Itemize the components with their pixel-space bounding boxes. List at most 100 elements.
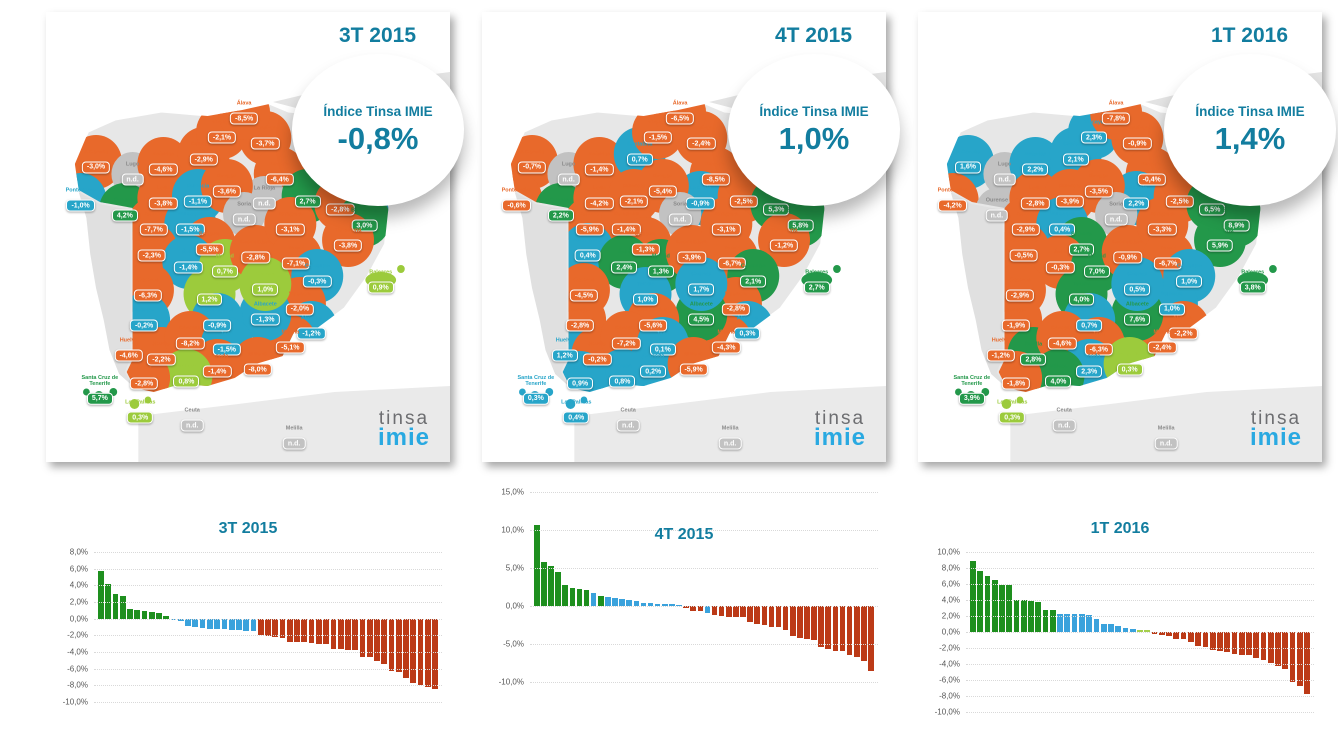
- province-name: Salamanca: [1009, 237, 1039, 244]
- bar-slot: [1049, 552, 1056, 712]
- province-name: Albacete: [689, 301, 713, 308]
- province-name: Almería: [1119, 351, 1140, 358]
- bar-slot: [977, 552, 984, 712]
- province-pill: Asturias -1,4%: [585, 152, 614, 176]
- province-value: 0,9%: [367, 281, 394, 294]
- province-name: Sevilla: [1024, 341, 1043, 348]
- province-pill: Zaragoza -3,1%: [276, 212, 305, 236]
- province-pill: Asturias 2,2%: [1022, 152, 1049, 176]
- bar: [1260, 632, 1267, 660]
- province-pill: Zamora -7,7%: [139, 212, 168, 236]
- bar: [1057, 613, 1063, 632]
- bar: [1202, 632, 1209, 648]
- bar: [999, 584, 1005, 632]
- bar: [640, 602, 647, 606]
- province-value: -2,5%: [1165, 195, 1194, 208]
- bar-slot: [690, 492, 697, 682]
- province-name: Cádiz: [572, 365, 588, 372]
- gridline: [966, 648, 1314, 649]
- province-value: 2,7%: [1068, 243, 1095, 256]
- province-pill: Lugo n.d.: [993, 162, 1016, 186]
- province-value: 0,3%: [127, 411, 154, 424]
- bar: [811, 606, 817, 641]
- bar-slot: [605, 492, 611, 682]
- bar: [1086, 615, 1093, 632]
- bar: [733, 606, 739, 617]
- province-name: Huesca: [297, 183, 318, 190]
- bar-slot: [797, 492, 803, 682]
- province-name: Baleares: [805, 269, 829, 276]
- province-name: Soria: [237, 201, 252, 208]
- bar-slot: [612, 492, 618, 682]
- bar-slot: [294, 552, 300, 702]
- bar: [1158, 632, 1165, 636]
- province-value: 1,2%: [196, 293, 223, 306]
- bar-slot: [775, 492, 782, 682]
- province-name: Valladolid: [1049, 211, 1076, 218]
- province-name: Jaén: [220, 331, 234, 338]
- province-pill: Ávila -0,3%: [1046, 250, 1075, 274]
- bar-slot: [733, 492, 739, 682]
- province-value: 0,1%: [649, 343, 676, 356]
- province-pill: Cuenca 0,5%: [1124, 272, 1151, 296]
- bar-slot: [548, 492, 554, 682]
- province-value: 1,0%: [1158, 303, 1185, 316]
- bar: [626, 599, 633, 606]
- bar-slot: [711, 492, 718, 682]
- bar: [1129, 628, 1136, 632]
- province-name: Burgos: [217, 173, 237, 180]
- bar: [148, 612, 155, 619]
- province-pill: Salamanca 0,4%: [573, 238, 602, 262]
- bar-slot: [1042, 552, 1049, 712]
- map-quarter-title: 3T 2015: [338, 24, 416, 47]
- bar-slot: [1093, 552, 1100, 712]
- province-name: Murcia: [281, 329, 300, 336]
- province-name: Las Palmas: [997, 399, 1028, 406]
- province-pill: Badajoz -2,8%: [565, 308, 595, 332]
- bar-slot: [839, 492, 846, 682]
- province-value: -7,8%: [1101, 112, 1131, 125]
- bar: [1267, 632, 1274, 664]
- bar: [1246, 632, 1252, 656]
- bar: [221, 618, 228, 630]
- province-name: Ourense: [985, 197, 1009, 204]
- province-value: -3,0%: [81, 161, 111, 174]
- province-pill: Pontevedra -4,2%: [938, 188, 968, 212]
- gridline: [94, 702, 442, 703]
- province-pill: Ciudad Real 0,7%: [1073, 308, 1105, 332]
- province-pill: Cantabria -2,9%: [189, 142, 218, 166]
- bar: [345, 618, 351, 651]
- bar: [1064, 613, 1071, 632]
- province-name: Palencia: [622, 183, 646, 190]
- bar-slot: [832, 492, 839, 682]
- gridline: [966, 600, 1314, 601]
- index-label: Índice Tinsa IMIE: [759, 103, 869, 119]
- province-pill: Baleares 3,8%: [1239, 270, 1266, 294]
- province-pill: Lleida-2,8%: [326, 192, 355, 216]
- bar: [1137, 629, 1143, 632]
- logo-imie-text: imie: [377, 424, 430, 451]
- bar-slot: [818, 492, 824, 682]
- province-name: Guipúzcoa: [687, 125, 716, 132]
- y-axis-tick-label: 10,0%: [501, 525, 524, 535]
- bar-slot: [1246, 552, 1252, 712]
- province-pill: Huelva 1,2%: [551, 338, 578, 362]
- bar-slot: [1166, 552, 1172, 712]
- province-value: n.d.: [121, 173, 144, 186]
- province-pill: Barcelona 8,9%: [1223, 208, 1250, 232]
- gridline: [530, 530, 878, 531]
- bar-slot: [740, 492, 746, 682]
- province-pill: León -3,8%: [149, 186, 178, 210]
- province-name: Sevilla: [588, 341, 607, 348]
- bar: [1078, 614, 1085, 632]
- bar: [590, 593, 597, 606]
- bar-slot: [555, 492, 561, 682]
- bar-slot: [286, 552, 293, 702]
- province-name: Madrid: [1087, 253, 1106, 260]
- bar-slot: [804, 492, 810, 682]
- bar-slot: [279, 552, 286, 702]
- infographic-board: 3T 2015 Índice Tinsa IMIE -0,8% tinsa im…: [62, 24, 1322, 717]
- province-value: 7,0%: [1083, 265, 1110, 278]
- bar-slot: [1224, 552, 1231, 712]
- bar-slot: [541, 492, 547, 682]
